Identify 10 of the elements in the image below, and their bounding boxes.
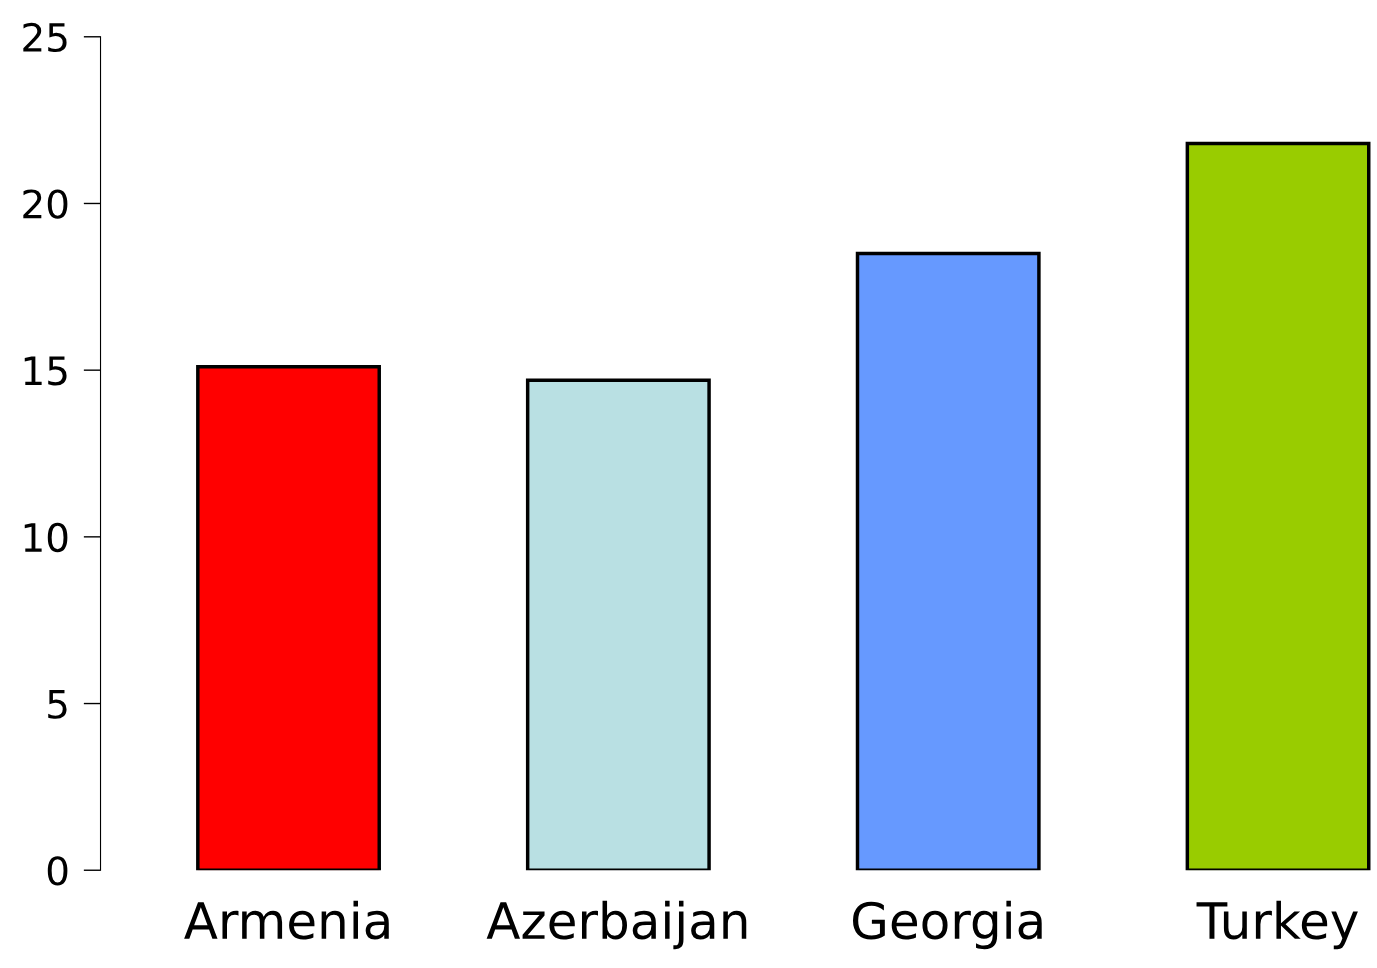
x-tick-label: Turkey xyxy=(1196,900,1358,950)
x-tick-label: Armenia xyxy=(184,900,389,940)
y-tick-label: 25 xyxy=(23,22,67,53)
y-tick-label: 15 xyxy=(24,356,67,386)
y-tick-label: 10 xyxy=(24,522,68,553)
x-tick-label: Georgia xyxy=(852,900,1042,950)
y-tick-label: 5 xyxy=(48,689,67,719)
y-tick-label: 0 xyxy=(47,856,68,886)
y-tick-label: 20 xyxy=(23,189,68,219)
x-tick-label: Azerbaijan xyxy=(486,900,747,950)
